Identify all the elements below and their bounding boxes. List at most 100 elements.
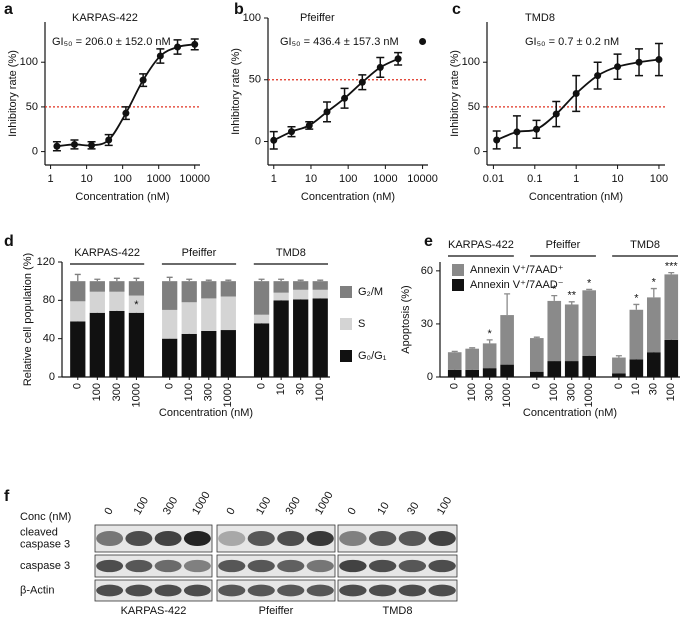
annotation: GI₅₀ = 0.7 ± 0.2 nM — [525, 36, 619, 48]
x-axis-label: Concentration (nM) — [301, 191, 395, 203]
blot-band — [96, 559, 124, 573]
x-tick-label: 100 — [650, 173, 668, 185]
fit-curve — [496, 58, 660, 141]
conc-tick-label: 300 — [161, 495, 181, 517]
y-tick-label: 40 — [43, 333, 55, 345]
row-label: cleaved — [20, 526, 58, 538]
legend-label: G₀/G₁ — [358, 350, 387, 362]
y-tick-label: 80 — [43, 294, 55, 306]
blot-band — [154, 559, 182, 573]
chart-title: KARPAS-422 — [72, 12, 138, 24]
data-point — [174, 43, 182, 51]
blot-band — [154, 530, 182, 547]
group-label: KARPAS-422 — [74, 247, 140, 259]
bar-segment — [128, 312, 145, 377]
bar-segment — [629, 309, 644, 360]
conc-tick-label: 1000 — [313, 490, 336, 517]
error-bar — [74, 273, 81, 282]
legend-label: S — [358, 318, 365, 330]
x-tick-label: 10000 — [179, 173, 210, 185]
bar-segment — [253, 323, 270, 377]
blot-band — [277, 530, 305, 547]
bar-segment — [564, 304, 579, 362]
blot-band — [154, 584, 182, 597]
bar-segment — [162, 309, 178, 339]
error-bar — [633, 303, 640, 310]
legend-swatch — [340, 350, 352, 362]
bar-segment — [293, 299, 309, 377]
legend-label: Annexin V⁺/7AAD⁻ — [470, 279, 564, 291]
blot-band — [428, 530, 456, 547]
data-point — [341, 94, 349, 102]
data-point — [376, 63, 384, 71]
error-bar — [297, 279, 304, 282]
data-point — [635, 58, 643, 66]
panel-letter: e — [424, 233, 433, 250]
y-tick-label: 120 — [37, 256, 55, 268]
blot-band — [183, 584, 211, 597]
annotation: GI₅₀ = 436.4 ± 157.3 nM — [280, 36, 399, 48]
blot-band — [428, 559, 456, 573]
blot-band — [339, 530, 367, 547]
blot-band — [96, 584, 124, 597]
conc-tick-label: 1000 — [190, 490, 213, 517]
legend-swatch — [340, 318, 352, 330]
bar-segment — [162, 338, 178, 377]
x-tick-label: 0 — [164, 383, 176, 389]
bar-segment — [89, 281, 105, 292]
data-point — [394, 55, 402, 63]
legend-swatch — [452, 264, 464, 276]
bar-segment — [547, 300, 562, 362]
bar-segment — [109, 291, 125, 311]
significance-mark: * — [652, 276, 657, 288]
error-bar — [225, 279, 232, 282]
data-point — [655, 56, 663, 64]
x-tick-label: 100 — [339, 173, 357, 185]
x-tick-label: 0 — [449, 383, 461, 389]
x-axis-label: Concentration (nM) — [523, 407, 617, 419]
x-tick-label: 0.01 — [483, 173, 504, 185]
error-bar — [258, 278, 265, 282]
blot-band — [247, 584, 275, 597]
bar-segment — [273, 292, 289, 301]
blot-band — [277, 584, 305, 597]
blot-band — [183, 530, 211, 547]
row-label: β-Actin — [20, 584, 54, 596]
blot-band — [306, 584, 334, 597]
blot-band — [218, 559, 246, 573]
y-tick-label: 0 — [255, 135, 261, 147]
error-bar — [278, 278, 285, 282]
blot-membrane — [216, 579, 336, 602]
blot-band — [339, 584, 367, 597]
x-tick-label: 10 — [305, 173, 317, 185]
bar-segment — [312, 289, 328, 299]
panel-letter: c — [452, 1, 461, 18]
bar-segment — [109, 281, 125, 292]
bar-segment — [89, 291, 105, 313]
conc-tick-label: 0 — [102, 506, 115, 517]
significance-mark: *** — [665, 261, 679, 273]
bar-segment — [664, 274, 679, 340]
data-point — [53, 142, 61, 150]
y-tick-label: 50 — [249, 74, 261, 86]
y-axis-label: Inhibitory rate (%) — [7, 50, 19, 137]
bar-segment — [253, 281, 270, 315]
error-bar — [451, 350, 458, 353]
x-tick-label: 10 — [630, 383, 642, 395]
bar-segment — [293, 289, 309, 300]
panel-letter: b — [234, 1, 244, 18]
bar-segment — [529, 371, 544, 377]
bar-segment — [312, 281, 328, 290]
bar-segment — [582, 355, 597, 377]
x-tick-label: 0 — [531, 383, 543, 389]
blot-band — [96, 530, 124, 547]
bar-segment — [612, 357, 626, 374]
conc-tick-label: 100 — [254, 495, 274, 517]
conc-tick-label: 0 — [224, 506, 237, 517]
blot-band — [398, 559, 427, 573]
bar-segment — [582, 290, 597, 356]
data-point — [288, 128, 296, 136]
data-point — [533, 125, 541, 133]
error-bar — [317, 279, 324, 282]
bar-segment — [482, 343, 497, 369]
